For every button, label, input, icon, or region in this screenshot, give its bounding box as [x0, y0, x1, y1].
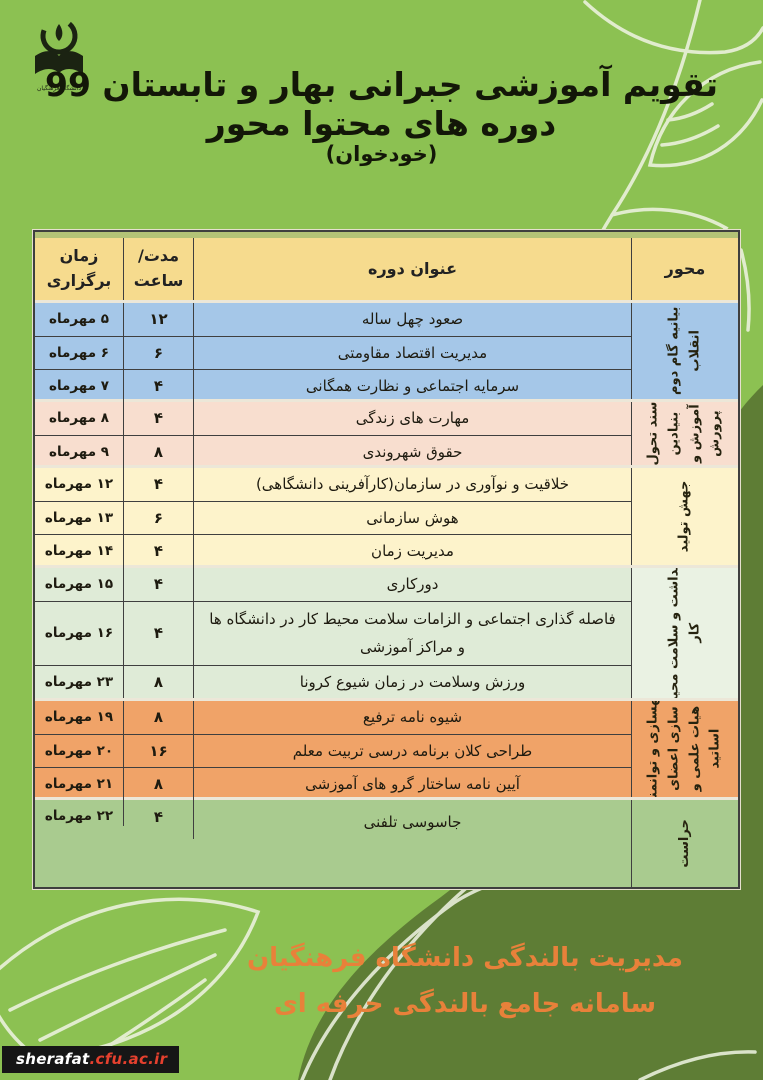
hours-cell: ۸	[123, 701, 193, 734]
header-hours: مدت/ ساعت	[123, 238, 193, 300]
axis-label: جهش تولید	[676, 480, 692, 553]
hours-cell: ۴	[123, 601, 193, 665]
course-cell: طراحی کلان برنامه درسی تربیت معلم	[193, 734, 631, 767]
date-cell: ۱۹ مهرماه	[44, 709, 114, 726]
poster-title-block: تقویم آموزشی جبرانی بهار و تابستان 99 دو…	[15, 64, 748, 166]
date-cell: ۲۰ مهرماه	[44, 742, 114, 759]
axis-label: حراست	[676, 819, 692, 868]
header-course: عنوان دوره	[193, 238, 631, 300]
hours-cell: ۸	[123, 768, 193, 801]
hours-cell: ۶	[123, 501, 193, 534]
table-row: مهارت های زندگی ۴ ۸ مهرماه	[35, 402, 631, 435]
axis-cell: حراست	[631, 800, 738, 887]
date-cell: ۷ مهرماه	[49, 378, 110, 395]
hours-cell: ۱۶	[123, 734, 193, 767]
date-cell: ۱۳ مهرماه	[44, 509, 114, 526]
axis-label: سند تحول بنیادین آموزش و پرورش	[645, 402, 723, 465]
course-cell: هوش سازمانی	[193, 501, 631, 534]
course-cell: شیوه نامه ترفیع	[193, 701, 631, 734]
hours-cell: ۴	[123, 468, 193, 501]
course-cell: آیین نامه ساختار گرو های آموزشی	[193, 768, 631, 801]
hours-cell: ۴	[123, 535, 193, 568]
axis-cell: بهسازی و توانمند سازی اعضای هیات علمی و …	[631, 701, 738, 797]
course-cell: مدیریت زمان	[193, 535, 631, 568]
axis-cell: جهش تولید	[631, 468, 738, 565]
table-row: مدیریت زمان ۴ ۱۴ مهرماه	[35, 534, 631, 568]
table-row: آیین نامه ساختار گرو های آموزشی ۸ ۲۱ مهر…	[35, 767, 631, 801]
hours-cell: ۴	[123, 402, 193, 435]
hours-cell: ۴	[123, 800, 193, 826]
table-group: بیانیه گام دوم انقلاب صعود چهل ساله ۱۲ ۵…	[35, 300, 738, 403]
table-header-row: محور عنوان دوره مدت/ ساعت زمان برگزاری	[35, 238, 738, 300]
axis-label: بیانیه گام دوم انقلاب	[666, 306, 703, 396]
table-row: خلاقیت و نوآوری در سازمان(کارآفرینی دانش…	[35, 468, 631, 501]
table-row: ورزش وسلامت در زمان شیوع کرونا ۸ ۲۳ مهرم…	[35, 664, 631, 698]
header-axis: محور	[631, 238, 738, 300]
table-row: طراحی کلان برنامه درسی تربیت معلم ۱۶ ۲۰ …	[35, 733, 631, 767]
course-cell: مهارت های زندگی	[193, 402, 631, 435]
date-cell: ۱۶ مهرماه	[44, 625, 114, 641]
table-row: سرمایه اجتماعی و نظارت همگانی ۴ ۷ مهرماه	[35, 369, 631, 403]
course-cell: مدیریت اقتصاد مقاومتی	[193, 336, 631, 369]
university-logo: دانشگاه فرهنگیان	[20, 12, 98, 92]
footer-line1: مدیریت بالندگی دانشگاه فرهنگیان	[246, 943, 684, 973]
date-cell: ۱۴ مهرماه	[44, 543, 114, 560]
website-url-badge: sherafat.cfu.ac.ir	[2, 1046, 180, 1073]
course-cell: سرمایه اجتماعی و نظارت همگانی	[193, 370, 631, 403]
axis-label: بهداشت و سلامت محیط کار	[666, 568, 702, 698]
axis-label: بهسازی و توانمند سازی اعضای هیات علمی و …	[645, 701, 723, 797]
course-cell: حقوق شهروندی	[193, 435, 631, 468]
university-logo-caption: دانشگاه فرهنگیان	[36, 85, 82, 92]
course-cell: فاصله گذاری اجتماعی و الزامات سلامت محیط…	[193, 601, 631, 665]
course-cell: جاسوسی تلفنی	[193, 800, 631, 839]
date-cell: ۱۲ مهرماه	[44, 476, 114, 493]
table-group: سند تحول بنیادین آموزش و پرورش مهارت های…	[35, 399, 738, 468]
table-row: شیوه نامه ترفیع ۸ ۱۹ مهرماه	[35, 701, 631, 734]
course-cell: دورکاری	[193, 568, 631, 601]
footer-text-block: مدیریت بالندگی دانشگاه فرهنگیان سامانه ج…	[185, 936, 745, 1027]
poster-title-line2: دوره های محتوا محور	[206, 104, 557, 144]
header-date: زمان برگزاری	[46, 246, 112, 290]
table-group: حراست جاسوسی تلفنی ۴ ۲۲ مهرماه	[35, 797, 738, 887]
date-cell: ۹ مهرماه	[49, 443, 110, 460]
table-row: حقوق شهروندی ۸ ۹ مهرماه	[35, 434, 631, 468]
table-row: صعود چهل ساله ۱۲ ۵ مهرماه	[35, 303, 631, 336]
date-cell: ۶ مهرماه	[49, 344, 110, 361]
table-row: جاسوسی تلفنی ۴ ۲۲ مهرماه	[35, 800, 631, 887]
hours-cell: ۸	[123, 665, 193, 698]
axis-cell: بهداشت و سلامت محیط کار	[631, 568, 738, 698]
axis-cell: سند تحول بنیادین آموزش و پرورش	[631, 402, 738, 465]
date-cell: ۱۵ مهرماه	[44, 576, 114, 593]
url-domain: .cfu.ac.ir	[89, 1050, 168, 1068]
table-top-strip	[35, 232, 738, 238]
hours-cell: ۴	[123, 568, 193, 601]
footer-line2: سامانه جامع بالندگی حرفه ای	[273, 988, 657, 1019]
table-group: جهش تولید خلاقیت و نوآوری در سازمان(کارآ…	[35, 465, 738, 568]
hours-cell: ۱۲	[123, 303, 193, 336]
date-cell: ۸ مهرماه	[49, 410, 110, 427]
axis-cell: بیانیه گام دوم انقلاب	[631, 303, 738, 399]
url-name: sherafat	[16, 1050, 90, 1068]
date-cell: ۵ مهرماه	[49, 311, 110, 328]
table-row: دورکاری ۴ ۱۵ مهرماه	[35, 568, 631, 601]
poster-title-line3: (خودخوان)	[325, 142, 438, 167]
table-row: مدیریت اقتصاد مقاومتی ۶ ۶ مهرماه	[35, 335, 631, 369]
table-group: بهداشت و سلامت محیط کار دورکاری ۴ ۱۵ مهر…	[35, 565, 738, 698]
hours-cell: ۴	[123, 370, 193, 403]
course-schedule-table: محور عنوان دوره مدت/ ساعت زمان برگزاری ب…	[32, 229, 741, 890]
course-cell: صعود چهل ساله	[193, 303, 631, 336]
table-row: هوش سازمانی ۶ ۱۳ مهرماه	[35, 500, 631, 534]
poster-title-line1: تقویم آموزشی جبرانی بهار و تابستان 99	[45, 65, 718, 104]
university-logo-emblem	[35, 17, 83, 74]
course-cell: ورزش وسلامت در زمان شیوع کرونا	[193, 665, 631, 698]
hours-cell: ۶	[123, 336, 193, 369]
date-cell: ۲۳ مهرماه	[44, 673, 114, 690]
hours-cell: ۸	[123, 435, 193, 468]
date-cell: ۲۱ مهرماه	[44, 776, 114, 793]
course-cell: خلاقیت و نوآوری در سازمان(کارآفرینی دانش…	[193, 468, 631, 501]
table-row: فاصله گذاری اجتماعی و الزامات سلامت محیط…	[35, 600, 631, 665]
date-cell: ۲۲ مهرماه	[44, 808, 114, 824]
table-group: بهسازی و توانمند سازی اعضای هیات علمی و …	[35, 698, 738, 801]
